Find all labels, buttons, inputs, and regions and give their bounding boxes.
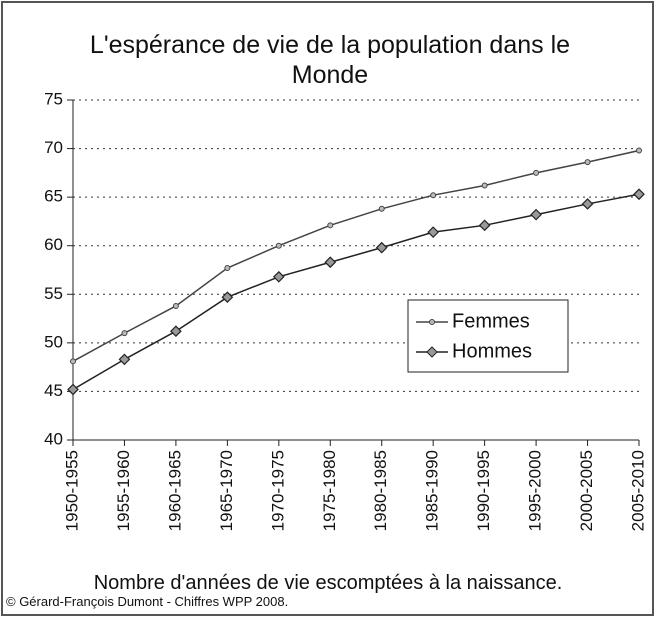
marker (275, 242, 282, 249)
marker (67, 383, 79, 396)
y-tick-label: 75 (44, 89, 63, 108)
marker (224, 265, 231, 272)
marker (324, 256, 337, 269)
x-tick-label: 2000-2005 (577, 450, 596, 531)
x-tick-label: 1960-1965 (165, 450, 184, 531)
x-tick-label: 2005-2010 (628, 450, 647, 531)
marker (70, 358, 76, 365)
x-tick-label: 1955-1960 (114, 450, 133, 531)
series-line (72, 193, 640, 391)
x-tick-label: 1965-1970 (217, 450, 236, 531)
y-tick-label: 40 (44, 429, 63, 448)
x-axis-label: Nombre d'années de vie escomptées à la n… (93, 572, 563, 594)
marker (375, 241, 388, 254)
marker (636, 147, 642, 154)
y-tick-label: 70 (44, 138, 63, 157)
y-tick-label: 60 (44, 235, 63, 254)
legend-box (407, 299, 569, 373)
x-tick-label: 1970-1975 (268, 450, 287, 531)
x-tick-label: 1990-1995 (474, 450, 493, 531)
marker (170, 325, 182, 338)
marker (221, 291, 234, 304)
x-tick-label: 1950-1955 (62, 450, 81, 531)
marker (172, 302, 179, 309)
legend-marker (426, 346, 438, 358)
legend-label: Femmes (452, 310, 530, 332)
marker (272, 270, 285, 283)
x-tick-label: 1975-1980 (320, 450, 339, 531)
legend-label: Hommes (452, 340, 532, 362)
x-tick-label: 1995-2000 (526, 450, 545, 531)
y-tick-label: 55 (44, 284, 63, 303)
marker (478, 219, 491, 232)
y-tick-label: 50 (44, 332, 63, 351)
x-tick-label: 1985-1990 (423, 450, 442, 531)
series-line (72, 149, 640, 362)
y-tick-label: 65 (44, 187, 63, 206)
chart-title: L'espérance de vie de la population dans… (89, 31, 571, 89)
y-tick-label: 45 (44, 381, 63, 400)
marker (430, 192, 437, 199)
marker (118, 353, 131, 366)
marker (581, 198, 594, 210)
marker (327, 222, 334, 229)
marker (121, 330, 128, 337)
marker (481, 182, 488, 189)
marker (530, 208, 542, 221)
marker (633, 188, 645, 201)
marker (427, 226, 440, 238)
credit: © Gérard-François Dumont - Chiffres WPP … (6, 594, 289, 609)
x-tick-label: 1980-1985 (371, 450, 390, 531)
legend-marker (429, 319, 435, 325)
marker (584, 159, 591, 166)
marker (533, 169, 540, 176)
marker (378, 205, 385, 212)
